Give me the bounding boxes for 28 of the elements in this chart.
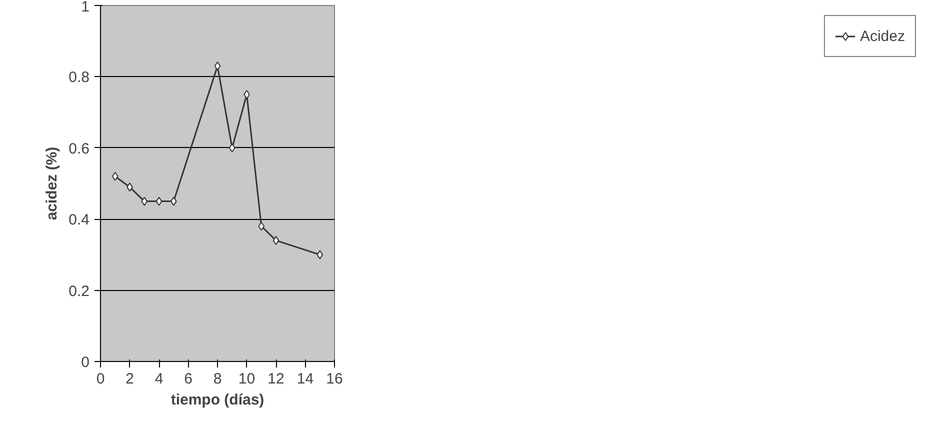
x-tick-label: 14 xyxy=(296,370,314,388)
x-axis-title: tiempo (días) xyxy=(170,392,264,408)
point xyxy=(228,143,236,152)
x-tick-label: 16 xyxy=(326,370,343,388)
point xyxy=(141,196,148,206)
y-tick-label: 0.6 xyxy=(68,140,90,158)
y-axis-title: acidez (%) xyxy=(44,146,61,220)
x-tick-label: 0 xyxy=(96,370,105,388)
x-tick-label: 8 xyxy=(213,370,222,388)
point xyxy=(258,222,265,231)
point xyxy=(244,90,250,99)
point xyxy=(170,196,177,206)
y-tick-label: 0.8 xyxy=(68,69,90,86)
y-tick-label: 0.4 xyxy=(68,212,90,229)
y-tick-label: 0 xyxy=(81,354,90,371)
point xyxy=(316,250,324,260)
x-tick-label: 12 xyxy=(268,370,284,388)
point xyxy=(214,62,221,71)
point xyxy=(112,172,118,181)
x-tick-label: 6 xyxy=(184,370,192,388)
y-tick-label: 0.2 xyxy=(68,282,90,300)
x-tick-label: 2 xyxy=(126,370,134,388)
y-tick-label: 1 xyxy=(81,0,90,16)
x-tick-label: 10 xyxy=(238,370,256,388)
point xyxy=(156,196,162,206)
x-tick-label: 4 xyxy=(154,370,164,388)
legend-label: Acidez xyxy=(860,28,905,44)
point xyxy=(272,236,280,245)
